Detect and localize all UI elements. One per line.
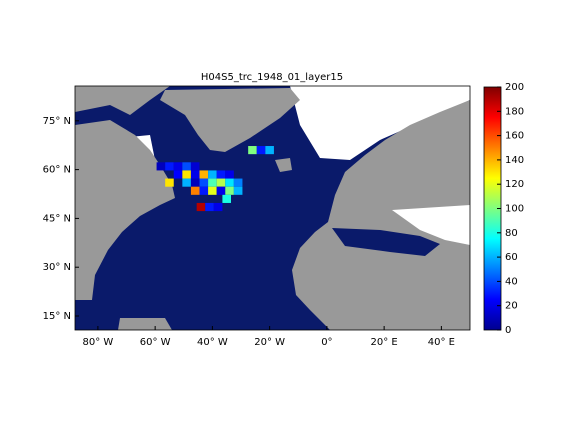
land <box>75 120 175 300</box>
x-tick-label: 40° E <box>428 337 455 348</box>
x-tick-label: 20° W <box>254 337 285 348</box>
cell <box>205 202 214 212</box>
colorbar-tick-label: 100 <box>505 204 524 215</box>
cell <box>190 186 200 195</box>
y-tick-label: 60° N <box>43 165 71 176</box>
cell <box>190 162 200 171</box>
cell <box>199 178 209 187</box>
x-tick-label: 80° W <box>83 337 114 348</box>
colorbar-tick-label: 180 <box>505 106 524 117</box>
cell <box>208 186 217 195</box>
cell <box>216 186 226 195</box>
cell <box>225 178 234 187</box>
cell <box>225 170 234 179</box>
land <box>75 86 170 115</box>
land <box>160 88 300 152</box>
cell <box>265 146 274 155</box>
cell <box>216 178 226 187</box>
cell <box>213 202 223 212</box>
x-tick-label: 0° <box>321 337 332 348</box>
colorbar-tick-label: 140 <box>505 155 524 166</box>
ice <box>290 86 470 160</box>
cell <box>233 186 243 195</box>
cell <box>208 170 217 179</box>
cell <box>173 170 183 179</box>
cell <box>216 170 226 179</box>
cells <box>156 146 274 212</box>
axes-frame <box>74 85 471 331</box>
land <box>275 158 292 172</box>
colorbar-tick-label: 120 <box>505 179 524 190</box>
colorbar-tick-label: 20 <box>505 301 518 312</box>
cell <box>199 186 209 195</box>
y-tick-label: 75° N <box>43 116 71 127</box>
y-tick-label: 30° N <box>43 262 71 273</box>
colorbar-tick-label: 200 <box>505 82 524 93</box>
cell <box>256 146 266 155</box>
cell <box>182 162 191 171</box>
cell <box>222 194 231 203</box>
cell <box>190 178 200 187</box>
cell <box>199 170 209 179</box>
x-tick-label: 20° E <box>371 337 398 348</box>
cell <box>165 178 174 187</box>
ice <box>392 205 470 245</box>
colorbar-tick-label: 60 <box>505 252 518 263</box>
x-tick-label: 60° W <box>140 337 171 348</box>
cell <box>156 162 166 171</box>
cell <box>196 202 206 212</box>
chart-title: H04S5_trc_1948_01_layer15 <box>201 72 343 83</box>
sea <box>332 228 440 256</box>
colorbar-tick-label: 80 <box>505 228 518 239</box>
colorbar-tick-label: 0 <box>505 325 511 336</box>
colorbar-tick-label: 160 <box>505 131 524 142</box>
cell <box>182 170 191 179</box>
cell <box>173 162 183 171</box>
cell <box>233 178 243 187</box>
cell <box>190 170 200 179</box>
colorbar-tick-label: 40 <box>505 276 518 287</box>
cell <box>165 162 174 171</box>
cell <box>225 186 234 195</box>
cell <box>182 178 191 187</box>
y-tick-label: 15° N <box>43 311 71 322</box>
y-tick-label: 45° N <box>43 213 71 224</box>
x-tick-label: 40° W <box>197 337 228 348</box>
cell <box>208 178 217 187</box>
land <box>292 100 470 330</box>
map <box>75 86 470 330</box>
land <box>118 318 172 330</box>
cell <box>248 146 257 155</box>
